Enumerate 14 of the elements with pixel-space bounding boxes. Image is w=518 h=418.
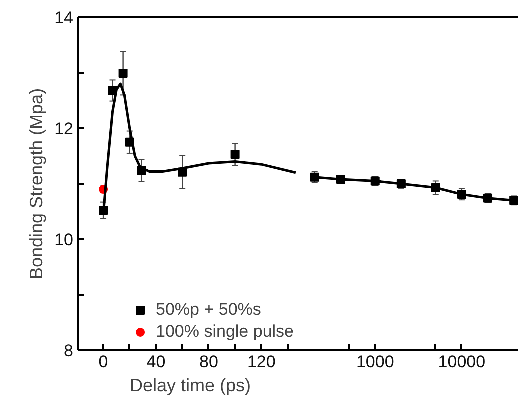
x-tick-label: 120 bbox=[247, 352, 276, 372]
y-tick-label: 8 bbox=[64, 342, 74, 360]
x-tick-label: 40 bbox=[146, 352, 166, 372]
y-tick-label: 10 bbox=[54, 230, 74, 250]
legend-label: 100% single pulse bbox=[156, 322, 294, 342]
x-axis-title: Delay time (ps) bbox=[130, 376, 252, 396]
y-axis-title: Bonding Strength (Mpa) bbox=[26, 88, 47, 280]
x-tick-label: 80 bbox=[199, 352, 218, 372]
x-tick-label: 0 bbox=[98, 352, 108, 372]
legend-label: 50%p + 50%s bbox=[156, 300, 262, 320]
x-tick-label: 1000 bbox=[356, 352, 394, 372]
y-tick-label: 12 bbox=[54, 120, 74, 138]
y-tick-label: 14 bbox=[54, 8, 74, 28]
x-tick-label: 10000 bbox=[438, 352, 486, 372]
